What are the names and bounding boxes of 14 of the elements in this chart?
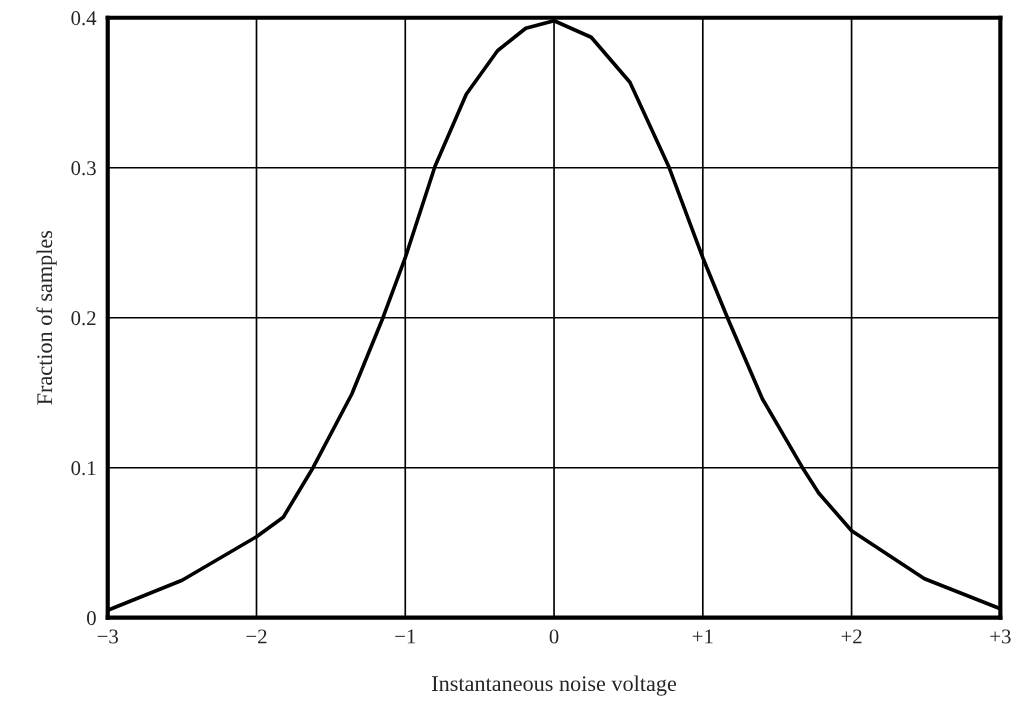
x-tick-label: 0: [549, 629, 559, 644]
y-tick-label: 0.2: [71, 311, 96, 326]
y-tick-label: 0.1: [71, 461, 96, 476]
x-tick-label: −3: [97, 629, 118, 644]
x-tick-label: +2: [841, 629, 862, 644]
y-axis-title: Fraction of samples: [36, 230, 57, 405]
y-tick-label: 0: [87, 611, 96, 626]
x-tick-label: −1: [395, 629, 416, 644]
x-tick-label: +3: [990, 629, 1011, 644]
y-tick-label: 0.4: [71, 11, 97, 26]
x-axis-title: Instantaneous noise voltage: [432, 675, 677, 696]
x-tick-label: −2: [246, 629, 267, 644]
y-tick-label: 0.3: [71, 161, 96, 176]
x-tick-label: +1: [692, 629, 713, 644]
